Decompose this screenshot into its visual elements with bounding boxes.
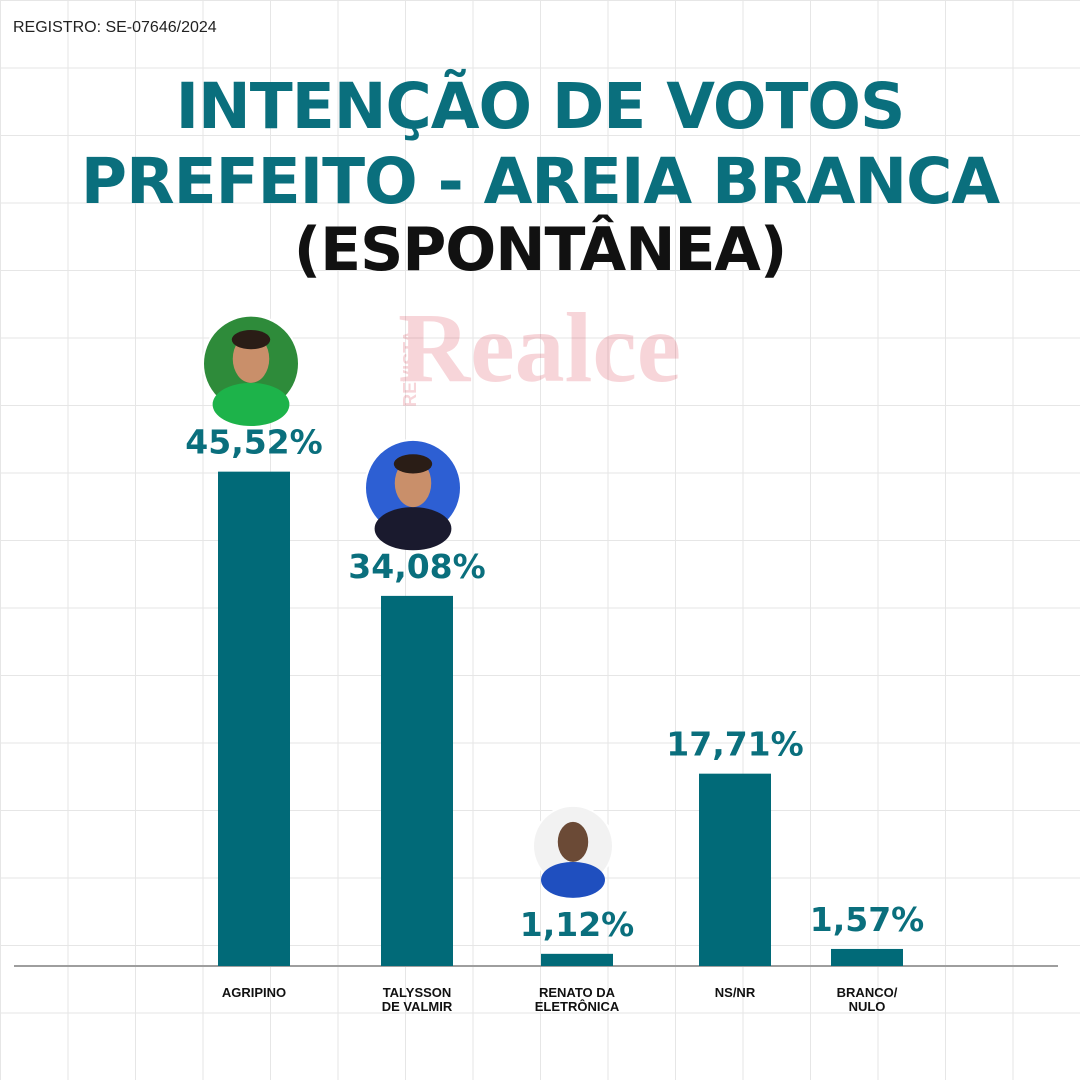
bar-value-label: 1,57% (810, 900, 925, 939)
chart-title-line-2: PREFEITO - AREIA BRANCA (80, 145, 1000, 218)
bar-value-label: 45,52% (185, 423, 322, 462)
bar (381, 595, 453, 966)
category-label: NS/NR (715, 985, 756, 1000)
bar (541, 953, 613, 966)
category-label: AGRIPINO (222, 985, 286, 1000)
category-label: RENATO DA (539, 985, 616, 1000)
category-label: TALYSSON (383, 985, 452, 1000)
chart-title-line-1: INTENÇÃO DE VOTOS (175, 70, 906, 143)
category-label: DE VALMIR (382, 999, 453, 1014)
candidate-photo-avatar (202, 314, 300, 427)
candidate-photo-avatar (532, 804, 614, 898)
chart-title-line-3: (ESPONTÂNEA) (293, 215, 788, 285)
bar-value-label: 17,71% (666, 725, 803, 764)
bar (831, 948, 903, 966)
category-label: BRANCO/ (837, 985, 898, 1000)
candidate-photo-avatar (364, 438, 462, 551)
bar (218, 471, 290, 966)
bar (699, 773, 771, 966)
bar-value-label: 34,08% (348, 547, 485, 586)
category-label: NULO (849, 999, 886, 1014)
registration-number: REGISTRO: SE-07646/2024 (13, 19, 217, 36)
bar-value-label: 1,12% (520, 905, 635, 944)
category-label: ELETRÔNICA (535, 999, 620, 1014)
